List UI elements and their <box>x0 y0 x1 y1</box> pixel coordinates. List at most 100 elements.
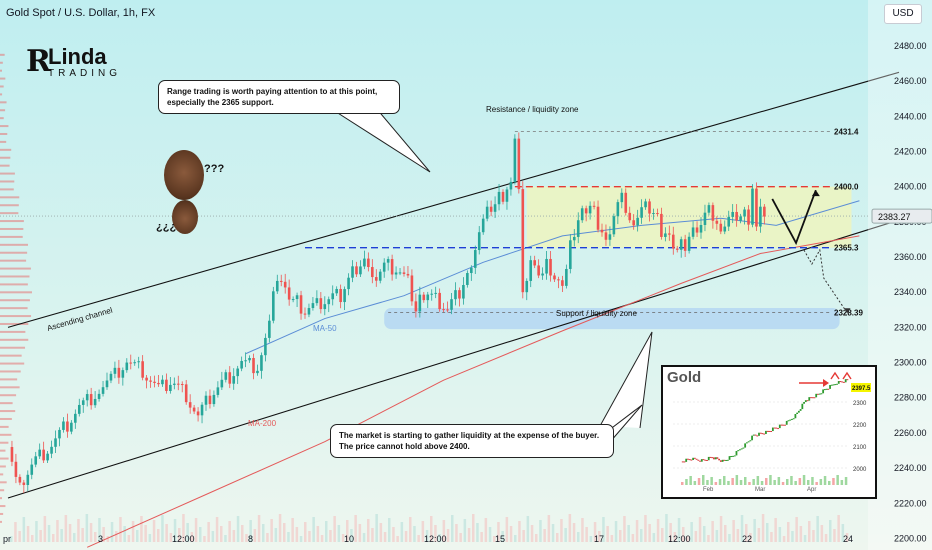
candle-body <box>359 266 362 275</box>
time-tick-label: 24 <box>843 534 853 544</box>
volume-bar <box>425 530 429 542</box>
volume-profile-bar <box>0 132 8 135</box>
inset-candle <box>768 430 771 432</box>
candle-body <box>173 383 176 385</box>
price-tick-label: 2320.00 <box>894 322 927 332</box>
ma200-label: MA-200 <box>248 419 277 428</box>
candle-body <box>279 280 283 282</box>
candle-body <box>596 206 600 230</box>
volume-bar <box>26 526 30 542</box>
volume-bar <box>841 524 845 542</box>
candle-body <box>545 258 548 274</box>
volume-bar <box>455 524 458 542</box>
volume-bar <box>757 528 761 542</box>
inset-candle <box>733 455 736 457</box>
volume-profile-bar <box>0 188 14 191</box>
volume-bar <box>232 530 236 542</box>
inset-volume-bar <box>739 480 743 485</box>
inset-candle <box>791 418 793 420</box>
volume-profile-bar <box>0 449 6 452</box>
volume-bar <box>148 534 152 542</box>
volume-bar <box>409 517 412 542</box>
volume-profile-bar <box>0 497 2 500</box>
volume-bar <box>68 524 72 542</box>
candle-body <box>335 288 338 294</box>
volume-profile-bar <box>0 410 16 413</box>
candle-body <box>97 393 101 399</box>
inset-volume-bar <box>807 480 810 485</box>
inset-candle <box>778 424 781 429</box>
inset-volume-bar <box>811 477 814 485</box>
price-tick-label: 2260.00 <box>894 428 927 438</box>
volume-bar <box>837 515 840 542</box>
price-tick-label: 2360.00 <box>894 252 927 262</box>
volume-bar <box>556 533 559 542</box>
volume-bar <box>77 519 80 542</box>
volume-bar <box>211 531 215 542</box>
inset-candle <box>766 430 769 432</box>
candle-body <box>89 394 93 406</box>
candle-body <box>121 370 125 378</box>
inset-candle <box>751 435 753 441</box>
candle-body <box>129 362 133 364</box>
volume-bar <box>711 521 714 542</box>
price-tick-label: 2480.00 <box>894 41 927 51</box>
callout-range-note: Range trading is worth paying attention … <box>158 80 400 114</box>
inset-candle <box>704 459 707 461</box>
volume-bar <box>648 524 651 542</box>
inset-candle <box>844 379 847 383</box>
volume-bar <box>375 514 378 542</box>
volume-bar <box>430 516 433 542</box>
volume-bar <box>367 519 370 542</box>
inset-candle <box>761 433 764 435</box>
volume-profile-bar <box>0 148 12 151</box>
volume-bar <box>98 518 101 542</box>
ma50-line <box>245 200 860 355</box>
candle-body <box>272 291 275 321</box>
candle-body <box>240 360 243 369</box>
candle-body <box>371 267 374 278</box>
volume-bar <box>220 526 223 542</box>
volume-bar <box>652 533 656 542</box>
candle-body <box>363 258 366 267</box>
inset-volume-bar <box>790 476 793 485</box>
volume-bar <box>295 527 299 542</box>
volume-bar <box>257 515 261 542</box>
candle-body <box>683 239 687 251</box>
candle-body <box>541 273 544 276</box>
inset-candle <box>721 459 724 462</box>
candle-body <box>18 476 22 483</box>
logo-name: Linda <box>48 44 107 69</box>
inset-candle <box>839 381 842 383</box>
inset-candle <box>697 459 700 461</box>
volume-bar <box>337 525 341 542</box>
price-tick-label: 2460.00 <box>894 76 927 86</box>
volume-bar <box>110 522 114 542</box>
candle-body <box>66 421 69 432</box>
inset-candle <box>771 427 774 432</box>
candle-body <box>402 272 406 274</box>
volume-profile-bar <box>0 489 5 492</box>
price-tick-label: 2280.00 <box>894 393 927 403</box>
candle-body <box>759 206 762 227</box>
inset-candle <box>737 450 740 452</box>
candle-body <box>58 429 61 439</box>
inset-candle <box>827 388 830 390</box>
inset-candle <box>723 459 726 461</box>
inset-candle <box>699 460 701 462</box>
candle-body <box>572 236 576 241</box>
currency-selector[interactable]: USD <box>884 4 922 24</box>
volume-bar <box>47 525 51 542</box>
candle-body <box>382 262 386 272</box>
inset-candle <box>758 432 760 436</box>
ascending-channel-label: Ascending channel <box>46 306 114 333</box>
inset-candle <box>836 383 838 385</box>
volume-bar <box>833 529 836 542</box>
volume-profile-bar <box>0 465 6 468</box>
inset-peak-marker-2 <box>842 371 852 380</box>
candle-body <box>85 394 89 401</box>
candle-body <box>517 138 521 190</box>
volume-bar <box>102 527 105 542</box>
candle-body <box>505 189 509 202</box>
volume-bar <box>686 536 689 542</box>
